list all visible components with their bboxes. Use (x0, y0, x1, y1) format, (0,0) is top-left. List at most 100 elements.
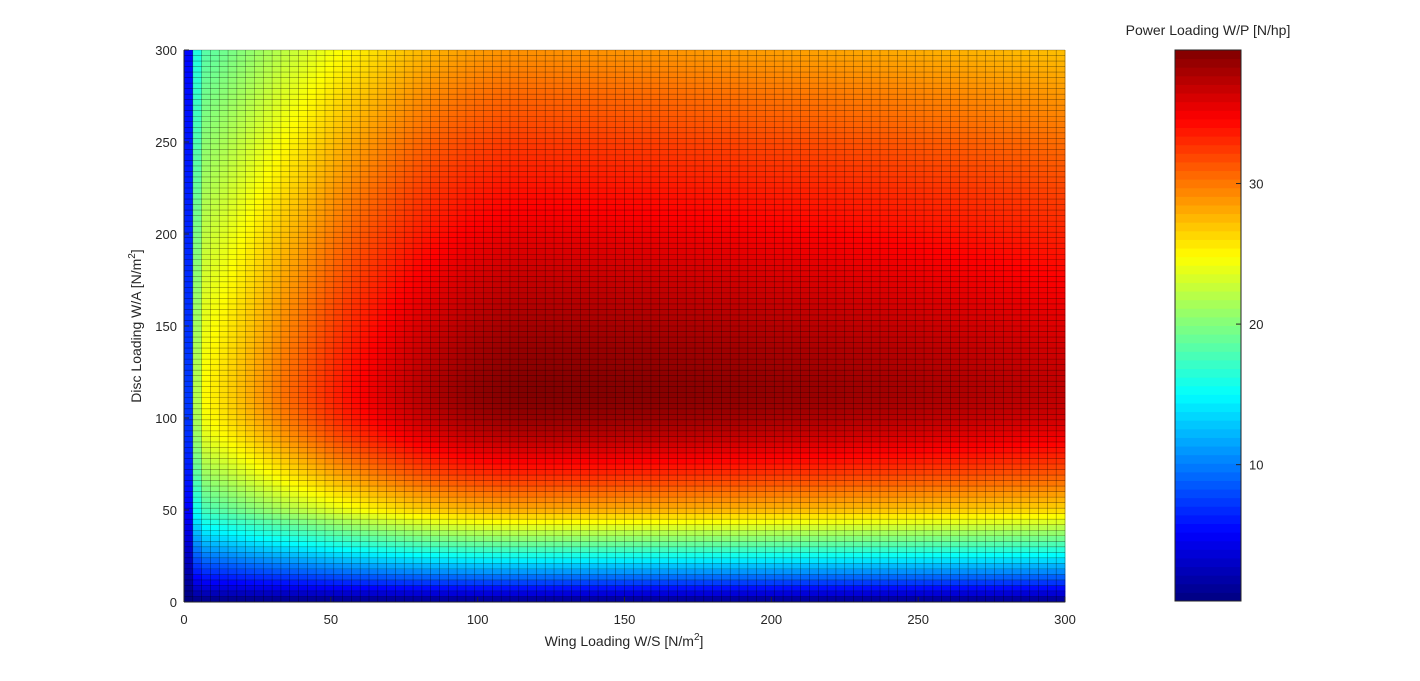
heatmap-cell (360, 99, 370, 106)
heatmap-cell (413, 303, 423, 310)
heatmap-cell (483, 232, 493, 239)
heatmap-cell (589, 403, 599, 410)
heatmap-cell (201, 513, 211, 520)
heatmap-cell (184, 579, 194, 586)
heatmap-cell (545, 72, 555, 78)
heatmap-cell (307, 165, 317, 172)
heatmap-cell (554, 127, 564, 134)
heatmap-cell (236, 320, 247, 327)
heatmap-cell (501, 464, 511, 470)
heatmap-cell (316, 83, 326, 90)
heatmap-cell (457, 320, 467, 327)
heatmap-cell (377, 458, 388, 465)
heatmap-cell (360, 524, 370, 531)
heatmap-cell (554, 165, 564, 172)
heatmap-cell (404, 342, 414, 349)
heatmap-cell (369, 237, 379, 244)
heatmap-cell (236, 519, 247, 526)
heatmap-cell (228, 232, 238, 239)
heatmap-cell (474, 248, 484, 255)
heatmap-cell (307, 66, 317, 73)
heatmap-cell (580, 232, 590, 239)
heatmap-cell (280, 138, 291, 145)
heatmap-cell (210, 568, 220, 575)
heatmap-cell (457, 452, 467, 459)
heatmap-cell (360, 276, 370, 283)
heatmap-cell (536, 276, 546, 283)
heatmap-cell (545, 469, 555, 476)
heatmap-cell (307, 419, 317, 426)
heatmap-cell (509, 171, 520, 178)
heatmap-cell (298, 72, 308, 78)
heatmap-cell (465, 127, 476, 134)
heatmap-cell (536, 508, 546, 515)
heatmap-cell (589, 541, 599, 548)
heatmap-cell (386, 497, 396, 504)
heatmap-cell (536, 83, 546, 90)
heatmap-cell (316, 557, 326, 564)
heatmap-cell (201, 143, 211, 150)
heatmap-cell (465, 491, 476, 498)
heatmap-cell (342, 480, 352, 487)
heatmap-cell (554, 524, 564, 531)
heatmap-cell (518, 574, 528, 581)
heatmap-cell (589, 237, 599, 244)
heatmap-cell (184, 590, 194, 597)
heatmap-cell (474, 72, 484, 78)
heatmap-cell (210, 193, 220, 200)
heatmap-cell (501, 579, 511, 586)
heatmap-cell (236, 353, 247, 360)
heatmap-cell (395, 331, 405, 338)
heatmap-cell (430, 337, 440, 343)
heatmap-cell (501, 188, 511, 194)
heatmap-cell (245, 403, 255, 410)
heatmap-cell (192, 88, 203, 95)
heatmap-cell (386, 430, 396, 437)
heatmap-cell (580, 254, 590, 261)
heatmap-cell (457, 408, 467, 415)
heatmap-cell (474, 298, 484, 305)
heatmap-cell (272, 508, 282, 515)
heatmap-cell (210, 226, 220, 233)
heatmap-cell (589, 61, 599, 67)
heatmap-cell (554, 116, 564, 123)
heatmap-cell (615, 193, 625, 200)
heatmap-cell (474, 524, 484, 531)
heatmap-cell (369, 259, 379, 266)
heatmap-cell (545, 524, 555, 531)
heatmap-cell (245, 176, 255, 183)
heatmap-cell (386, 77, 396, 84)
heatmap-cell (263, 574, 273, 581)
heatmap-cell (272, 121, 282, 128)
heatmap-cell (457, 254, 467, 261)
heatmap-cell (219, 579, 229, 586)
heatmap-cell (307, 530, 317, 537)
heatmap-cell (580, 61, 590, 67)
heatmap-cell (289, 397, 299, 404)
heatmap-cell (369, 392, 379, 399)
heatmap-cell (360, 248, 370, 255)
heatmap-cell (192, 480, 203, 487)
heatmap-cell (580, 568, 590, 575)
heatmap-cell (316, 441, 326, 448)
heatmap-cell (254, 248, 264, 255)
heatmap-cell (430, 237, 440, 244)
heatmap-cell (219, 458, 229, 465)
heatmap-cell (289, 320, 299, 327)
heatmap-cell (545, 546, 555, 553)
heatmap-cell (571, 364, 581, 371)
heatmap-cell (404, 486, 414, 492)
heatmap-cell (527, 508, 537, 515)
heatmap-cell (439, 171, 449, 178)
heatmap-cell (536, 530, 546, 537)
heatmap-cell (351, 226, 361, 233)
heatmap-cell (404, 408, 414, 415)
heatmap-cell (606, 519, 617, 526)
heatmap-cell (342, 237, 352, 244)
heatmap-cell (219, 121, 229, 128)
heatmap-cell (210, 110, 220, 117)
heatmap-cell (518, 160, 528, 167)
heatmap-cell (316, 72, 326, 78)
heatmap-cell (395, 303, 405, 310)
heatmap-cell (263, 292, 273, 299)
